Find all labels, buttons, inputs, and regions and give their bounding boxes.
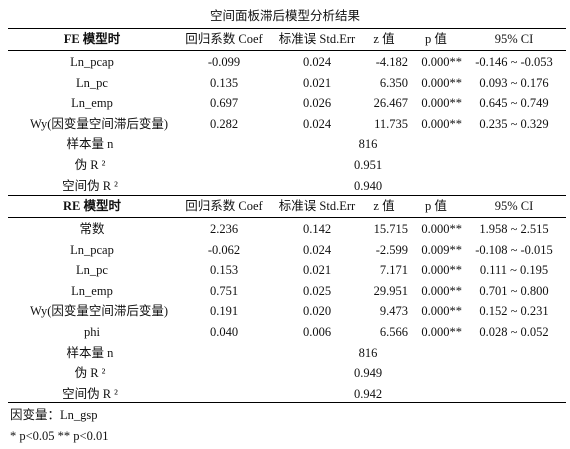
re-row-coef: 0.751 xyxy=(209,283,239,298)
re-stat-label: 空间伪 R ² xyxy=(62,386,118,401)
fe-header-ci: 95% CI xyxy=(494,32,534,46)
re-row-ci: 0.028 ~ 0.052 xyxy=(479,325,549,339)
re-row-z: 29.951 xyxy=(373,283,408,298)
fe-row-p: 0.000** xyxy=(421,96,462,111)
re-row-coef: -0.062 xyxy=(207,242,241,257)
re-row-coef: 2.236 xyxy=(209,222,239,236)
re-row-coef: 0.153 xyxy=(209,263,239,278)
fe-row-stderr: 0.024 xyxy=(302,116,332,131)
fe-row-coef: -0.099 xyxy=(207,55,241,69)
table-title: 空间面板滞后模型分析结果 xyxy=(209,9,360,23)
re-row-stderr: 0.020 xyxy=(302,304,332,319)
fe-row-coef: 0.282 xyxy=(209,116,239,131)
fe-stat-label: 伪 R ² xyxy=(74,158,106,172)
re-header-coef: 回归系数 Coef xyxy=(185,199,263,213)
fe-row-variable: Ln_pcap xyxy=(70,55,114,69)
fe-header-coef: 回归系数 Coef xyxy=(185,32,263,46)
fe-row-stderr: 0.024 xyxy=(302,55,332,69)
re-row-ci: 0.111 ~ 0.195 xyxy=(479,263,549,278)
fe-row-ci: 0.645 ~ 0.749 xyxy=(479,96,549,111)
fe-row-coef: 0.697 xyxy=(209,96,239,111)
fe-stat-value: 0.951 xyxy=(353,158,383,172)
re-row-stderr: 0.025 xyxy=(302,283,332,298)
re-row-p: 0.009** xyxy=(421,242,462,257)
re-stat-value: 0.949 xyxy=(353,366,383,381)
re-row-variable: Ln_pc xyxy=(76,263,108,278)
re-row-p: 0.000** xyxy=(421,283,462,298)
fe-header-z: z 值 xyxy=(373,32,395,46)
re-row-stderr: 0.021 xyxy=(302,263,332,278)
fe-header-model: FE 模型时 xyxy=(63,32,121,46)
re-stat-value: 0.942 xyxy=(353,386,383,401)
re-row-ci: 0.152 ~ 0.231 xyxy=(479,304,549,319)
re-row-variable: Ln_pcap xyxy=(70,242,114,257)
re-header-z: z 值 xyxy=(373,199,395,213)
fe-row-z: -4.182 xyxy=(375,55,408,69)
re-row-z: 15.715 xyxy=(373,222,408,236)
re-row-z: 9.473 xyxy=(379,304,408,319)
footnote-dependent-variable: 因变量：Ln_gsp xyxy=(10,408,98,422)
re-row-ci: -0.108 ~ -0.015 xyxy=(475,242,553,257)
re-header-p: p 值 xyxy=(425,199,447,213)
fe-row-z: 6.350 xyxy=(379,75,408,90)
re-row-p: 0.000** xyxy=(421,304,462,319)
fe-row-z: 26.467 xyxy=(373,96,408,111)
re-row-z: 6.566 xyxy=(379,325,408,339)
re-header-stderr: 标准误 Std.Err xyxy=(278,199,356,213)
re-row-p: 0.000** xyxy=(421,263,462,278)
fe-row-ci: -0.146 ~ -0.053 xyxy=(475,55,553,69)
fe-row-ci: 0.235 ~ 0.329 xyxy=(479,116,549,131)
re-row-stderr: 0.024 xyxy=(302,242,332,257)
fe-stat-value: 816 xyxy=(358,137,378,152)
re-header-model: RE 模型时 xyxy=(63,199,121,213)
re-header-ci: 95% CI xyxy=(494,199,534,213)
fe-stat-label: 空间伪 R ² xyxy=(62,178,118,193)
re-stat-label: 伪 R ² xyxy=(74,366,106,381)
fe-row-coef: 0.135 xyxy=(209,75,239,90)
fe-row-variable: Ln_emp xyxy=(71,96,113,111)
re-header-rule xyxy=(8,217,566,218)
fe-row-ci: 0.093 ~ 0.176 xyxy=(479,75,549,90)
bottom-rule xyxy=(8,402,566,403)
fe-row-variable: Wy(因变量空间滞后变量) xyxy=(29,116,169,131)
re-row-variable: Ln_emp xyxy=(71,283,113,298)
fe-header-rule xyxy=(8,50,566,51)
re-row-p: 0.000** xyxy=(421,222,462,236)
top-rule xyxy=(8,28,566,29)
fe-header-stderr: 标准误 Std.Err xyxy=(278,32,356,46)
re-row-variable: Wy(因变量空间滞后变量) xyxy=(29,304,169,319)
section-divider xyxy=(8,195,566,196)
fe-row-variable: Ln_pc xyxy=(76,75,108,90)
re-row-variable: 常数 xyxy=(79,222,105,236)
re-row-coef: 0.191 xyxy=(209,304,239,319)
re-row-stderr: 0.006 xyxy=(302,325,332,339)
re-stat-value: 816 xyxy=(358,345,378,360)
re-row-stderr: 0.142 xyxy=(302,222,332,236)
fe-row-p: 0.000** xyxy=(421,116,462,131)
fe-stat-value: 0.940 xyxy=(353,178,383,193)
fe-row-stderr: 0.026 xyxy=(302,96,332,111)
fe-header-p: p 值 xyxy=(425,32,447,46)
fe-row-p: 0.000** xyxy=(421,55,462,69)
fe-row-z: 11.735 xyxy=(374,116,408,131)
re-row-ci: 0.701 ~ 0.800 xyxy=(479,283,549,298)
fe-row-stderr: 0.021 xyxy=(302,75,332,90)
re-row-ci: 1.958 ~ 2.515 xyxy=(479,222,549,236)
fe-stat-label: 样本量 n xyxy=(66,137,114,152)
re-stat-label: 样本量 n xyxy=(66,345,114,360)
re-row-z: 7.171 xyxy=(379,263,408,278)
footnote-significance: * p<0.05 ** p<0.01 xyxy=(10,429,109,443)
re-row-z: -2.599 xyxy=(375,242,408,257)
re-row-p: 0.000** xyxy=(421,325,462,339)
re-row-variable: phi xyxy=(84,325,100,339)
fe-row-p: 0.000** xyxy=(421,75,462,90)
re-row-coef: 0.040 xyxy=(209,325,239,339)
